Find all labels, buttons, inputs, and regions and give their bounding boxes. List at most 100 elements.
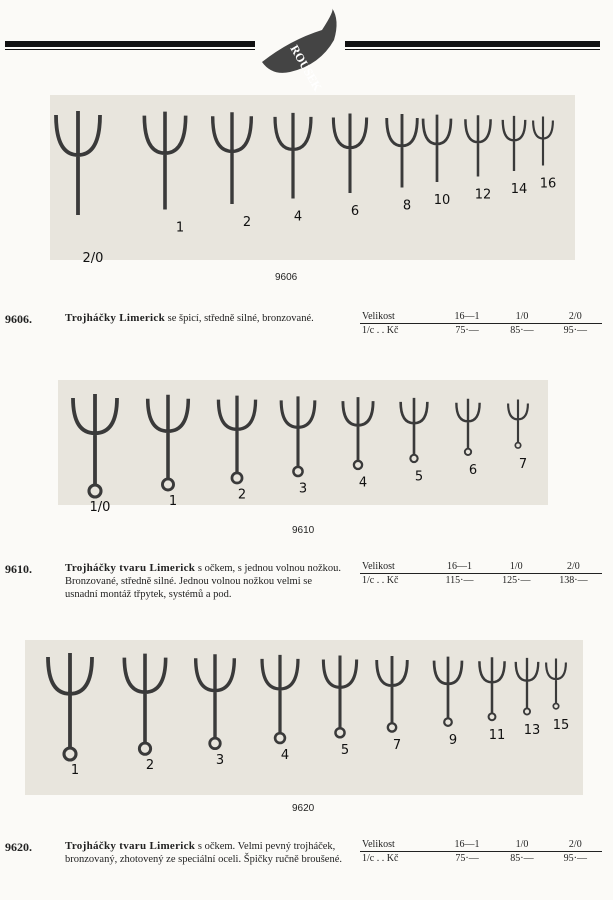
hook-size-label: 7: [519, 457, 527, 472]
item-title: Trojháčky tvaru Limerick: [65, 562, 196, 574]
hook-eye: [161, 477, 175, 492]
price-table: Velikost 16—1 1/0 2/0 1/c . . Kč 75·— 85·— 95·—: [360, 838, 602, 865]
hook-size-label: 1/0: [90, 500, 111, 515]
hook-size-label: 10: [434, 193, 451, 208]
item-code: 9620.: [5, 840, 32, 854]
hook-size-label: 1: [176, 221, 184, 236]
hook-size-label: 1: [169, 494, 177, 509]
hook: [279, 396, 317, 468]
hook-eye: [334, 726, 346, 739]
item-code: 9606.: [5, 312, 32, 326]
hook-eye: [208, 736, 222, 751]
hook-eye: [87, 483, 103, 499]
hook-eye: [514, 441, 522, 449]
price-row: Velikost 16—1 1/0 2/0: [360, 560, 602, 574]
hook-eye: [487, 712, 497, 722]
price-cell: 2/0: [548, 838, 602, 852]
price-cell: 138·—: [559, 575, 588, 586]
price-cell: 1/c . . Kč: [362, 575, 399, 586]
hook-eye: [273, 731, 287, 745]
price-cell: 75·—: [455, 325, 479, 336]
price-row: Velikost 16—1 1/0 2/0: [360, 310, 602, 324]
hook: [507, 399, 529, 444]
photo-background: [58, 380, 548, 505]
price-cell: 16—1: [438, 838, 496, 852]
hook: [142, 111, 188, 210]
hook-size-label: 11: [489, 728, 506, 743]
price-row: 1/c . . Kč 75·— 85·— 95·—: [360, 852, 602, 866]
photo-background: [25, 640, 583, 795]
hook-size-label: 5: [341, 743, 349, 758]
photo-background: [50, 95, 575, 260]
hook: [478, 657, 506, 714]
hook-size-label: 13: [524, 723, 541, 738]
price-cell: 125·—: [502, 575, 531, 586]
price-cell: 95·—: [563, 853, 587, 864]
hook-eye: [137, 741, 153, 756]
hook-size-label: 7: [393, 738, 401, 753]
price-cell: Velikost: [360, 560, 432, 574]
hook-size-label: 4: [294, 210, 302, 225]
hook-size-label: 2: [146, 758, 154, 773]
price-cell: 2/0: [548, 310, 602, 324]
hook: [193, 654, 237, 739]
hook: [331, 113, 369, 193]
item-code: 9610.: [5, 562, 32, 576]
price-row: 1/c . . Kč 75·— 85·— 95·—: [360, 324, 602, 338]
hook-eye: [352, 459, 364, 471]
figure-caption: 9620: [292, 803, 315, 814]
hook-eye: [292, 465, 304, 478]
item-text: se špicí, středně silné, bronzované.: [167, 313, 314, 324]
hook: [421, 114, 453, 182]
hook: [216, 395, 258, 474]
price-cell: 16—1: [431, 560, 488, 574]
hook: [399, 397, 429, 456]
price-cell: Velikost: [360, 310, 439, 324]
item-description: Trojháčky Limerick se špicí, středně sil…: [65, 312, 345, 325]
price-cell: 1/0: [487, 560, 545, 574]
hook-size-label: 4: [281, 748, 289, 763]
price-cell: 16—1: [438, 310, 496, 324]
hook-size-label: 6: [351, 204, 359, 219]
price-row: Velikost 16—1 1/0 2/0: [360, 838, 602, 852]
hook-size-label: 5: [415, 469, 423, 484]
hook-eye: [230, 471, 244, 485]
hook-size-label: 8: [403, 199, 411, 214]
hook: [432, 656, 464, 719]
hook-eye: [522, 707, 532, 716]
item-title: Trojháčky tvaru Limerick: [65, 840, 196, 852]
price-cell: 1/0: [495, 838, 549, 852]
hook-size-label: 6: [469, 463, 477, 478]
hook-eye: [443, 717, 453, 727]
hook: [341, 397, 375, 462]
price-table: Velikost 16—1 1/0 2/0 1/c . . Kč 115·— 125·— 13…: [360, 560, 602, 587]
hook-size-label: 1: [71, 763, 79, 778]
hook: [145, 394, 191, 480]
hook: [210, 112, 254, 204]
price-row: 1/c . . Kč 115·— 125·— 138·—: [360, 574, 602, 588]
hook: [545, 658, 567, 704]
hook: [321, 655, 359, 729]
price-cell: 75·—: [455, 853, 479, 864]
hook: [532, 116, 554, 166]
hook-size-label: 3: [216, 753, 224, 768]
item-text: s očkem, s jednou volnou nožkou. Bronzov…: [65, 563, 342, 600]
price-cell: 1/c . . Kč: [362, 853, 399, 864]
price-cell: 95·—: [563, 325, 587, 336]
hook-eye: [409, 453, 419, 464]
hook-size-label: 2: [243, 215, 251, 230]
hook-size-label: 12: [475, 188, 492, 203]
hook-eye: [386, 722, 398, 733]
hook: [514, 657, 540, 709]
hook: [71, 394, 119, 486]
hook: [122, 653, 168, 744]
hook: [54, 111, 102, 215]
item-description: Trojháčky tvaru Limerick s očkem, s jedn…: [65, 562, 345, 601]
hook-eye: [463, 447, 473, 457]
hook-size-label: 9: [449, 733, 457, 748]
item-description: Trojháčky tvaru Limerick s očkem. Velmi …: [65, 840, 345, 866]
price-cell: 1/0: [495, 310, 549, 324]
hook: [46, 653, 94, 749]
